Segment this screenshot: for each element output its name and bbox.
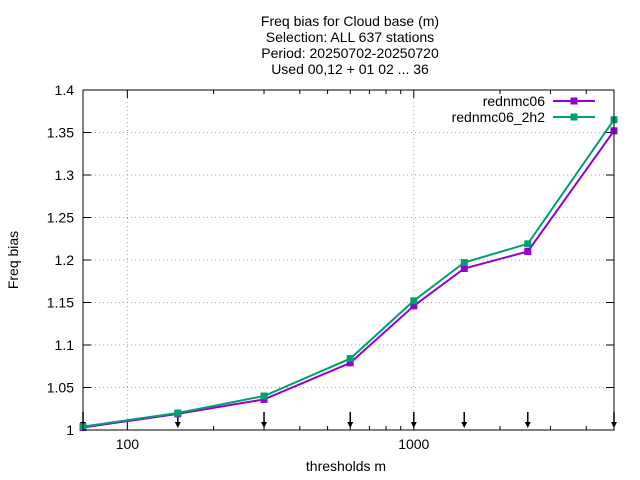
legend-label: rednmc06	[483, 93, 545, 109]
legend-swatch-marker	[570, 97, 578, 105]
data-point	[346, 355, 354, 363]
x-axis-ticks: 100 1000	[116, 90, 587, 452]
y-tick-label: 1.2	[55, 252, 75, 268]
sample-marker-head	[410, 422, 417, 428]
y-tick-label: 1.15	[47, 295, 74, 311]
sample-marker-head	[261, 422, 268, 428]
y-tick-label: 1.1	[55, 337, 75, 353]
y-tick-label: 1.3	[55, 167, 75, 183]
chart-title-line: Period: 20250702-20250720	[261, 45, 439, 61]
data-point	[460, 259, 468, 267]
data-point	[460, 265, 468, 272]
data-point	[524, 240, 532, 248]
data-point	[346, 359, 354, 367]
sample-marker-head	[347, 422, 354, 428]
legend-label: rednmc06_2h2	[452, 109, 546, 125]
data-point	[410, 297, 418, 305]
series-line	[82, 130, 615, 429]
x-tick-label: 1000	[398, 436, 429, 452]
chart-title-line: Selection: ALL 637 stations	[266, 29, 434, 45]
y-axis-label: Freq bias	[5, 231, 21, 289]
sample-marker-head	[174, 422, 181, 428]
chart-title-line: Used 00,12 + 01 02 ... 36	[271, 61, 429, 77]
data-point	[260, 392, 268, 400]
series-line	[82, 119, 615, 428]
series-lines	[79, 116, 618, 431]
legend-swatch-marker	[570, 113, 578, 121]
chart-title-line: Freq bias for Cloud base (m)	[261, 13, 439, 29]
x-tick-label: 100	[116, 436, 140, 452]
grid	[83, 90, 614, 430]
y-tick-label: 1.25	[47, 210, 74, 226]
y-axis-ticks: 1 1.05 1.1 1.15 1.2 1.25 1.3 1.35 1.4	[47, 82, 614, 438]
x-axis-label: thresholds m	[306, 458, 386, 474]
y-tick-label: 1.4	[55, 82, 75, 98]
plot-frame	[82, 89, 615, 431]
y-tick-label: 1	[66, 422, 74, 438]
chart-title-block: Freq bias for Cloud base (m)Selection: A…	[261, 13, 439, 77]
sample-markers	[80, 412, 617, 428]
data-point	[524, 248, 532, 255]
sample-marker-head	[524, 422, 531, 428]
data-point	[174, 409, 182, 417]
y-tick-label: 1.05	[47, 380, 74, 396]
data-point	[410, 302, 418, 310]
y-tick-label: 1.35	[47, 125, 74, 141]
sample-marker-head	[461, 422, 468, 428]
